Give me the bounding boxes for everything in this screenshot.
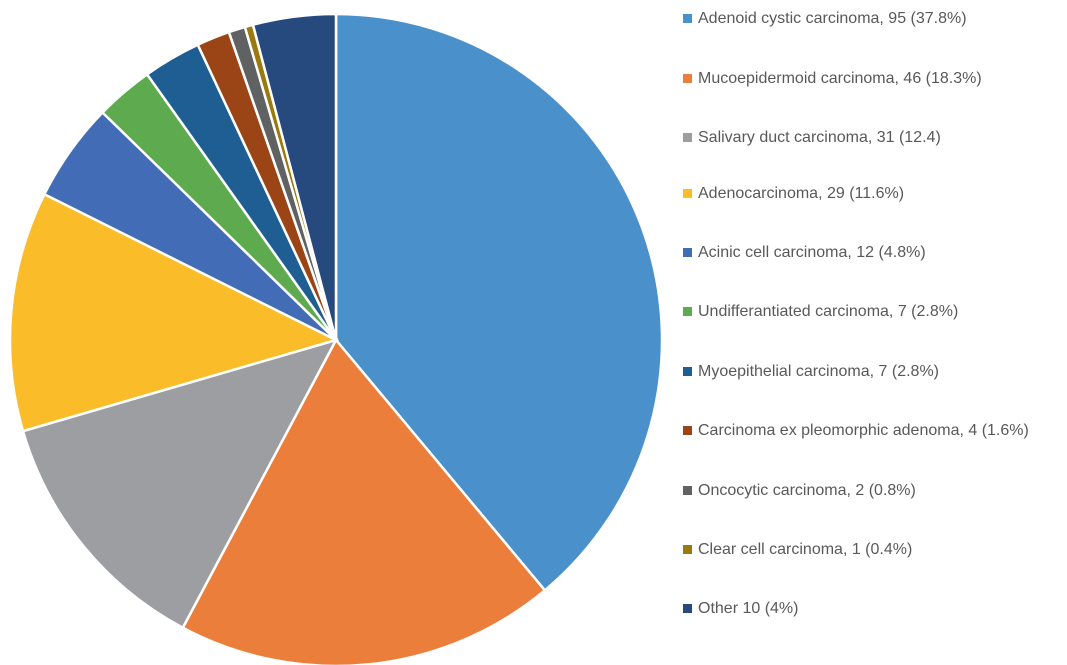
legend-swatch (683, 603, 692, 613)
legend-swatch (683, 306, 692, 316)
legend-label: Undifferantiated carcinoma, 7 (2.8%) (698, 302, 959, 320)
pie-slice (8, 192, 340, 433)
legend-item: Adenoid cystic carcinoma, 95 (37.8%) (680, 5, 1060, 32)
legend-label: Mucoepidermoid carcinoma, 46 (18.3%) (698, 69, 982, 87)
pie-slice (181, 337, 547, 665)
pie-slice (21, 337, 339, 630)
pie-slice (334, 12, 664, 593)
legend-item: Salivary duct carcinoma, 31 (12.4) (680, 124, 1060, 151)
legend-swatch (683, 366, 692, 376)
legend-label: Oncocytic carcinoma, 2 (0.8%) (698, 481, 916, 499)
legend-label: Adenocarcinoma, 29 (11.6%) (698, 184, 905, 202)
legend-swatch (683, 188, 692, 198)
legend-item: Myoepithelial carcinoma, 7 (2.8%) (680, 358, 1060, 385)
legend-label: Adenoid cystic carcinoma, 95 (37.8%) (698, 9, 967, 27)
legend-swatch (683, 73, 692, 83)
legend-item: Mucoepidermoid carcinoma, 46 (18.3%) (680, 65, 1060, 92)
legend-swatch (683, 13, 692, 23)
pie-slice (251, 12, 338, 341)
legend-item: Carcinoma ex pleomorphic adenoma, 4 (1.6… (680, 417, 1060, 444)
legend-label: Carcinoma ex pleomorphic adenoma, 4 (1.6… (698, 421, 1029, 439)
legend-item: Oncocytic carcinoma, 2 (0.8%) (680, 477, 1060, 504)
legend-swatch (683, 247, 692, 257)
legend-item: Other 10 (4%) (680, 595, 1060, 622)
legend-item: Adenocarcinoma, 29 (11.6%) (680, 180, 1060, 207)
legend-swatch (683, 132, 692, 142)
legend-item: Acinic cell carcinoma, 12 (4.8%) (680, 239, 1060, 266)
legend-swatch (683, 485, 692, 495)
legend-label: Acinic cell carcinoma, 12 (4.8%) (698, 243, 926, 261)
legend-label: Other 10 (4%) (698, 599, 799, 617)
legend-swatch (683, 425, 692, 435)
legend-label: Clear cell carcinoma, 1 (0.4%) (698, 540, 913, 558)
legend-item: Undifferantiated carcinoma, 7 (2.8%) (680, 298, 1060, 325)
legend-item: Clear cell carcinoma, 1 (0.4%) (680, 536, 1060, 563)
legend-label: Myoepithelial carcinoma, 7 (2.8%) (698, 362, 939, 380)
legend-swatch (683, 544, 692, 554)
legend-label: Salivary duct carcinoma, 31 (12.4) (698, 128, 941, 146)
